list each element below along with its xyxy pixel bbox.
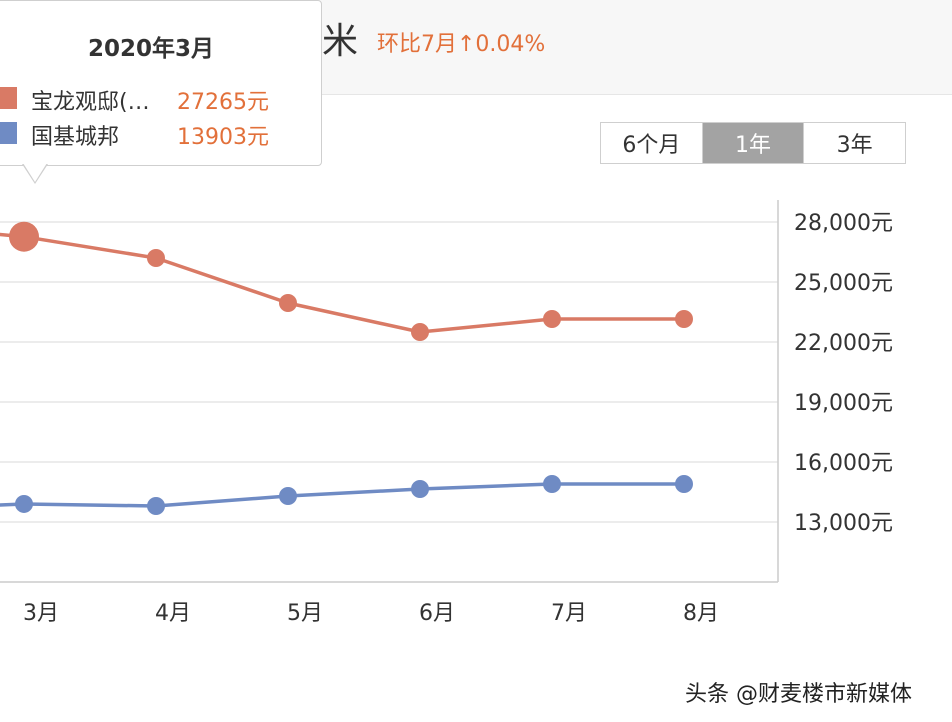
- data-point: [543, 475, 561, 493]
- data-point: [279, 294, 297, 312]
- x-tick-label: 8月: [683, 601, 719, 626]
- x-tick-label: 4月: [155, 601, 191, 626]
- source-watermark: 头条 @财麦楼市新媒体: [685, 682, 912, 707]
- tooltip-series-value: 27265元: [177, 90, 269, 115]
- data-point: [9, 221, 39, 252]
- x-tick-label: 3月: [23, 601, 59, 626]
- y-tick-label: 16,000元: [794, 451, 893, 476]
- tooltip-title: 2020年3月: [87, 36, 215, 62]
- data-point: [675, 310, 693, 328]
- series-swatch-icon: [0, 122, 17, 144]
- y-tick-label: 22,000元: [794, 331, 893, 356]
- time-range-selector: 6个月 1年 3年: [600, 122, 906, 164]
- tooltip-pointer-fill: [23, 163, 47, 182]
- y-tick-label: 13,000元: [794, 511, 893, 536]
- tooltip-row-baolong: 宝龙观邸(… 27265元: [0, 83, 321, 115]
- month-over-month-change: 环比7月↑0.04%: [377, 32, 546, 57]
- range-3-years-button[interactable]: 3年: [836, 133, 873, 158]
- range-1-year-button[interactable]: 1年: [702, 123, 805, 163]
- data-point: [411, 480, 429, 498]
- tooltip-series-name: 宝龙观邸(…: [31, 90, 150, 115]
- x-tick-label: 6月: [419, 601, 455, 626]
- tooltip-series-name: 国基城邦: [31, 125, 120, 150]
- series-line: [0, 482, 684, 508]
- data-point: [675, 475, 693, 493]
- data-point: [411, 323, 429, 341]
- x-tick-label: 7月: [551, 601, 587, 626]
- range-6-months-button[interactable]: 6个月: [601, 123, 703, 163]
- tooltip-series-value: 13903元: [177, 125, 269, 150]
- tooltip-row-guoji: 国基城邦 13903元: [0, 118, 321, 150]
- data-point: [543, 310, 561, 328]
- data-point: [279, 487, 297, 505]
- price-unit-text: 米: [322, 21, 359, 62]
- y-tick-label: 25,000元: [794, 271, 893, 296]
- series-swatch-icon: [0, 87, 17, 109]
- y-tick-label: 19,000元: [794, 391, 893, 416]
- x-tick-label: 5月: [287, 601, 323, 626]
- data-point: [147, 249, 165, 267]
- data-tooltip: 2020年3月 宝龙观邸(… 27265元 国基城邦 13903元: [0, 0, 322, 166]
- y-tick-label: 28,000元: [794, 211, 893, 236]
- data-point: [15, 494, 33, 513]
- data-point: [147, 497, 165, 515]
